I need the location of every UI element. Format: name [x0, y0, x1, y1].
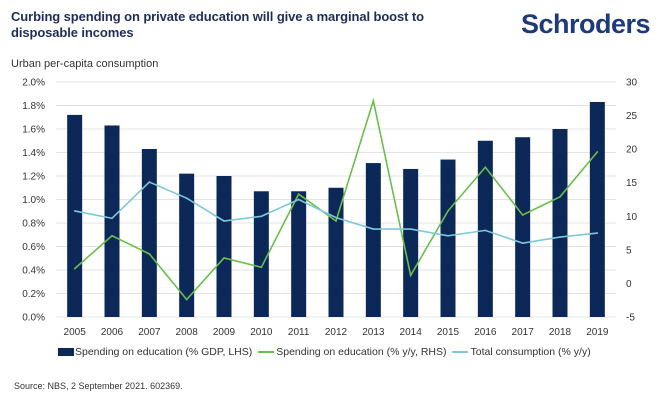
x-tick-label: 2016 [474, 327, 497, 338]
y-left-tick-label: 1.8% [22, 101, 45, 112]
legend-item-education-gdp: Spending on education (% GDP, LHS) [58, 346, 252, 358]
y-left-tick-label: 1.4% [22, 148, 45, 159]
line-point [559, 236, 561, 238]
x-tick-label: 2019 [586, 327, 609, 338]
line-point [596, 151, 599, 153]
x-tick-label: 2011 [288, 327, 310, 338]
line-point [73, 267, 76, 270]
y-left-tick-label: 1.6% [22, 125, 45, 136]
x-tick-label: 2009 [213, 327, 236, 338]
line-point [596, 232, 599, 234]
chart-subtitle: Urban per-capita consumption [11, 58, 159, 70]
line-point [484, 166, 487, 169]
legend-label: Spending on education (% GDP, LHS) [75, 346, 253, 358]
line-point [409, 274, 412, 277]
line-series [73, 97, 599, 301]
bar [440, 159, 456, 317]
legend-swatch-bar [58, 348, 74, 356]
line-point [111, 217, 113, 220]
bar [291, 191, 307, 317]
line-point [223, 257, 225, 259]
y-left-tick-label: 0.8% [22, 219, 45, 230]
line-point [297, 193, 300, 195]
bar [216, 176, 232, 317]
y-left-tick-label: 1.0% [22, 195, 45, 206]
line-point [559, 196, 561, 198]
x-tick-label: 2010 [250, 327, 273, 338]
y-left-tick-label: 0.6% [22, 242, 45, 253]
bar [515, 137, 531, 317]
bar [477, 140, 493, 317]
x-tick-label: 2018 [549, 327, 572, 338]
line-point [148, 253, 151, 255]
line-point [297, 198, 300, 201]
line-point [335, 216, 337, 219]
schroders-logo: Schroders [520, 9, 651, 39]
line-point [335, 220, 337, 222]
line-point [260, 266, 263, 269]
bar [552, 129, 568, 317]
x-tick-label: 2008 [176, 327, 199, 338]
x-axis: 2005 2006 2007 2008 2009 2010 2011 2012 2013 2014… [64, 327, 609, 338]
y-right-tick-label: -5 [626, 313, 635, 324]
source-note: Source: NBS, 2 September 2021. 602369. [14, 381, 183, 391]
line-point [484, 229, 487, 232]
line-point [185, 197, 188, 199]
line-point [447, 210, 449, 212]
bar [179, 173, 195, 317]
y-right-tick-label: 10 [626, 212, 638, 223]
y-axis-left: 0.0% 0.2% 0.4% 0.6% 0.8% 1.0% 1.2% 1.4% 1.6% 1.8%… [22, 78, 45, 324]
y-right-tick-label: 5 [626, 245, 632, 256]
legend-item-education-yoy: Spending on education (% y/y, RHS) [258, 346, 446, 358]
y-right-tick-label: 15 [626, 178, 638, 189]
bar [328, 187, 344, 317]
line-point [521, 242, 524, 244]
legend-label: Spending on education (% y/y, RHS) [276, 346, 447, 358]
line-point [409, 228, 412, 230]
bar [589, 101, 605, 317]
line-point [521, 214, 524, 216]
line-point [447, 234, 449, 237]
legend: Spending on education (% GDP, LHS) Spend… [58, 346, 591, 358]
bar-series [67, 101, 605, 318]
line-point [223, 220, 225, 222]
x-tick-label: 2005 [64, 327, 87, 338]
bar [365, 163, 381, 317]
y-right-tick-label: 30 [626, 78, 638, 89]
chart-title: Curbing spending on private education wi… [11, 9, 424, 40]
x-tick-label: 2015 [437, 327, 460, 338]
y-left-tick-label: 0.0% [22, 313, 45, 324]
line-point [185, 298, 188, 301]
line-point [372, 100, 375, 102]
y-right-tick-label: 20 [626, 145, 638, 156]
y-left-tick-label: 0.4% [22, 266, 45, 277]
line-point [73, 210, 76, 212]
x-tick-label: 2017 [512, 327, 535, 338]
bar [141, 148, 157, 317]
y-left-tick-label: 1.2% [22, 172, 45, 183]
y-left-tick-label: 2.0% [22, 78, 45, 89]
bar [253, 191, 269, 317]
legend-item-total-consumption: Total consumption (% y/y) [452, 346, 591, 358]
legend-label: Total consumption (% y/y) [470, 346, 591, 358]
line-point [372, 228, 375, 230]
x-tick-label: 2007 [138, 327, 161, 338]
y-axis-right: -5 0 5 10 15 20 25 30 [626, 78, 638, 324]
bar [67, 114, 83, 318]
y-right-tick-label: 25 [626, 111, 638, 122]
line-point [148, 181, 151, 183]
x-tick-label: 2013 [362, 327, 385, 338]
x-tick-label: 2006 [101, 327, 124, 338]
line-point [260, 215, 263, 218]
x-tick-label: 2014 [400, 327, 423, 338]
bar [104, 125, 120, 317]
bar [403, 168, 419, 317]
y-left-tick-label: 0.2% [22, 289, 45, 300]
line-point [111, 234, 113, 237]
x-tick-label: 2012 [325, 327, 348, 338]
legend-swatch-line [258, 351, 275, 353]
legend-swatch-line [452, 351, 469, 353]
y-right-tick-label: 0 [626, 279, 632, 290]
